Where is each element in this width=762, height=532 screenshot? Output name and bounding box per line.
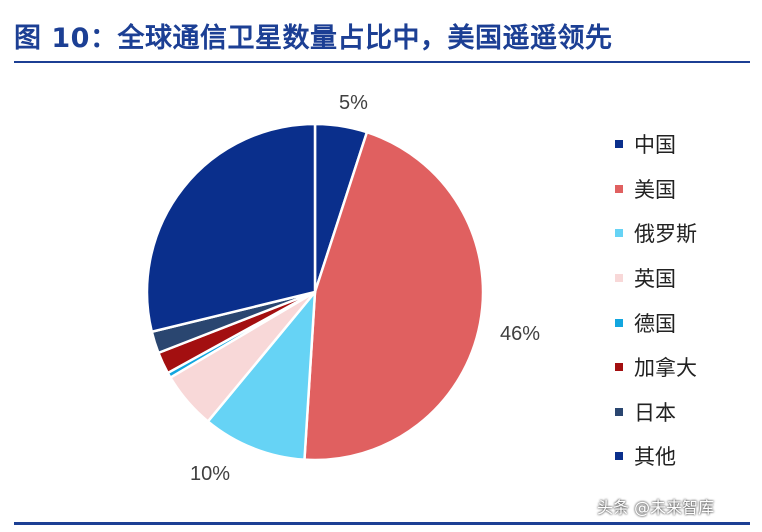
pie-slice-1 (303, 130, 485, 462)
legend-swatch-icon (615, 363, 623, 372)
legend-item-uk: 英国 (615, 256, 697, 301)
legend-swatch-icon (615, 184, 623, 193)
watermark: 头条 @未来智库 (597, 498, 715, 517)
legend-item-china: 中国 (615, 122, 697, 167)
legend-item-russia: 俄罗斯 (615, 211, 697, 256)
legend-item-japan: 日本 (615, 390, 697, 435)
legend-swatch-icon (615, 229, 623, 238)
legend-item-canada: 加拿大 (615, 345, 697, 390)
legend-swatch-icon (615, 140, 623, 149)
legend-item-usa: 美国 (615, 167, 697, 212)
title-divider (14, 61, 750, 63)
data-label-china: 5% (339, 92, 368, 114)
legend-swatch-icon (615, 274, 623, 283)
bottom-divider (14, 522, 750, 525)
legend-swatch-icon (615, 318, 623, 327)
data-label-usa: 46% (500, 323, 541, 345)
legend-swatch-icon (615, 452, 623, 461)
data-label-russia: 10% (190, 463, 231, 485)
legend-item-other: 其他 (615, 434, 697, 479)
legend-swatch-icon (615, 407, 623, 416)
pie-slice-2 (206, 290, 317, 461)
chart-legend: 中国 美国 俄罗斯 英国 德国 加拿大 日本 其他 (615, 122, 697, 479)
legend-item-germany: 德国 (615, 300, 697, 345)
figure-title: 图 10：全球通信卫星数量占比中，美国遥遥领先 (14, 23, 613, 54)
pie-slice-7 (145, 122, 317, 333)
